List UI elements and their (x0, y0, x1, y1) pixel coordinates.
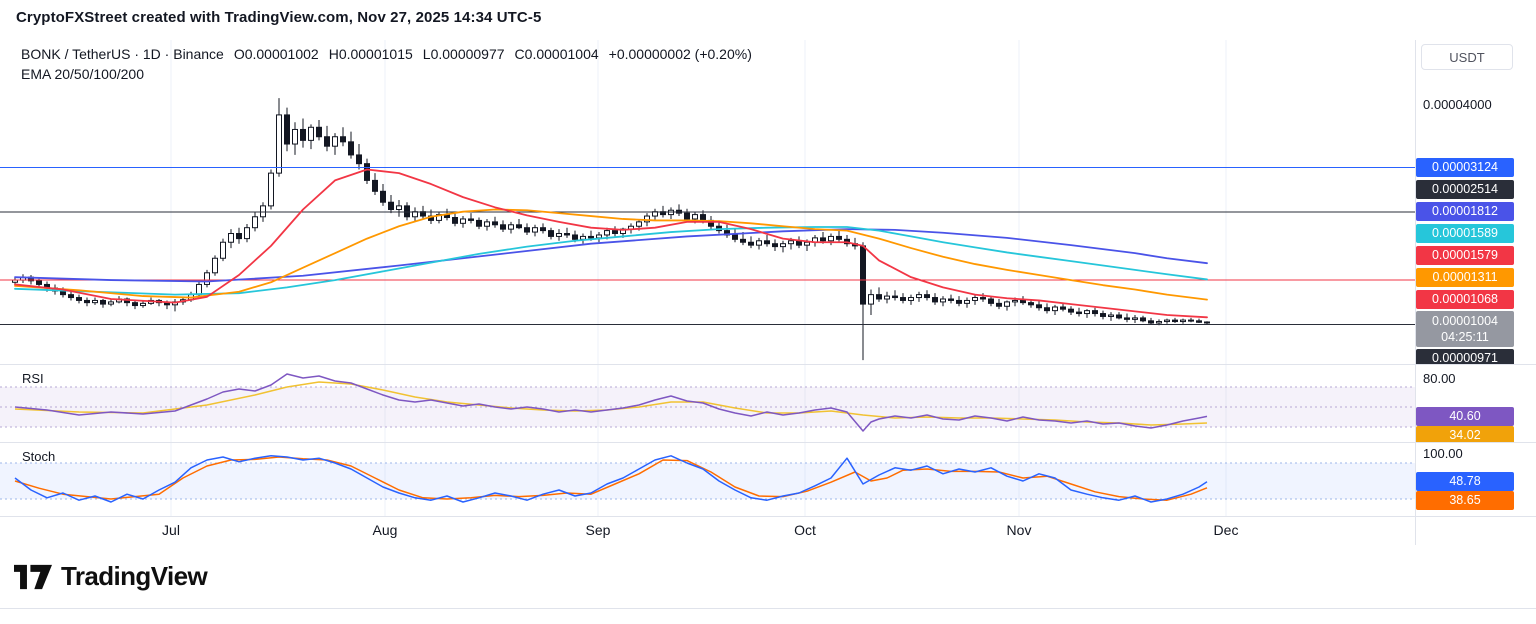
chart-legend: BONK / TetherUS · 1D · Binance O0.000010… (21, 46, 752, 82)
symbol-title[interactable]: BONK / TetherUS · 1D · Binance (21, 46, 224, 62)
ohlc-close: C0.00001004 (514, 46, 599, 62)
time-axis-label: Oct (794, 522, 816, 538)
stoch-scale[interactable]: 100.00 48.78 38.65 (1416, 443, 1536, 516)
currency-toggle-button[interactable]: USDT (1421, 44, 1513, 70)
tradingview-logo[interactable]: TradingView (14, 561, 208, 592)
last-price-badge: 0.00001004 04:25:11 (1416, 311, 1514, 347)
price-badge-level: 0.00001579 (1416, 246, 1514, 265)
ema-legend[interactable]: EMA 20/50/100/200 (21, 66, 144, 82)
rsi-value-badge: 40.60 (1416, 407, 1514, 426)
rsi-line (14, 373, 1208, 432)
stoch-band-lines (0, 462, 1415, 500)
price-badge-ema200: 0.00001812 (1416, 202, 1514, 221)
pane-separator[interactable] (0, 364, 1536, 365)
ema50-line (14, 208, 1208, 301)
time-axis-label: Aug (372, 522, 398, 538)
ohlc-low: L0.00000977 (422, 46, 505, 62)
stoch-band (0, 463, 1415, 499)
price-badge-ema20: 0.00001068 (1416, 290, 1514, 309)
candles (12, 98, 1210, 361)
ohlc-open: O0.00001002 (233, 46, 319, 62)
ema100-line (14, 226, 1208, 296)
price-badge-ema50: 0.00001311 (1416, 268, 1514, 287)
price-pane[interactable] (0, 40, 1415, 364)
pane-separator[interactable] (0, 442, 1536, 443)
time-axis-label: Dec (1213, 522, 1239, 538)
rsi-pane[interactable] (0, 365, 1415, 442)
price-badge-level: 0.00003124 (1416, 158, 1514, 177)
rsi-ma-value-badge: 34.02 (1416, 426, 1514, 442)
ohlc-high: H0.00001015 (328, 46, 413, 62)
stoch-pane[interactable] (0, 443, 1415, 516)
price-badge-level: 0.00000971 (1416, 349, 1514, 364)
month-gridlines (170, 365, 1227, 442)
ema200-line (14, 228, 1208, 283)
stoch-scale-top-label: 100.00 (1423, 446, 1463, 461)
month-gridlines (170, 40, 1227, 364)
time-axis-label: Nov (1006, 522, 1032, 538)
time-axis-separator (0, 516, 1536, 517)
rsi-scale-top-label: 80.00 (1423, 371, 1456, 386)
rsi-band (0, 387, 1415, 427)
rsi-label[interactable]: RSI (22, 371, 44, 386)
price-change: +0.00000002 (+0.20%) (608, 46, 752, 62)
tradingview-logo-icon (14, 564, 52, 589)
tradingview-logo-text: TradingView (61, 561, 208, 591)
stoch-label[interactable]: Stoch (22, 449, 56, 464)
rsi-band-lines (0, 386, 1415, 428)
price-scale-border (1415, 40, 1416, 545)
price-scale-top-label: 0.00004000 (1423, 97, 1492, 112)
stoch-k-value-badge: 48.78 (1416, 472, 1514, 491)
price-badge-level: 0.00002514 (1416, 180, 1514, 199)
stoch-d-line (14, 456, 1208, 501)
symbol-ohlc-row: BONK / TetherUS · 1D · Binance O0.000010… (21, 46, 752, 62)
bottom-border (0, 608, 1536, 609)
stoch-k-line (14, 455, 1208, 503)
time-axis-label: Sep (585, 522, 611, 538)
ema20-line (14, 168, 1208, 319)
rsi-scale[interactable]: 80.00 40.60 34.02 (1416, 365, 1536, 442)
time-axis-label: Jul (162, 522, 180, 538)
price-scale[interactable]: USDT 0.00004000 0.00003124 0.00002514 0.00… (1416, 40, 1536, 364)
time-axis[interactable]: Jul Aug Sep Oct Nov Dec (0, 517, 1415, 545)
attribution-text: CryptoFXStreet created with TradingView.… (16, 9, 542, 26)
stoch-d-value-badge: 38.65 (1416, 491, 1514, 510)
level-lines (0, 167, 1415, 325)
price-badge-ema100: 0.00001589 (1416, 224, 1514, 243)
